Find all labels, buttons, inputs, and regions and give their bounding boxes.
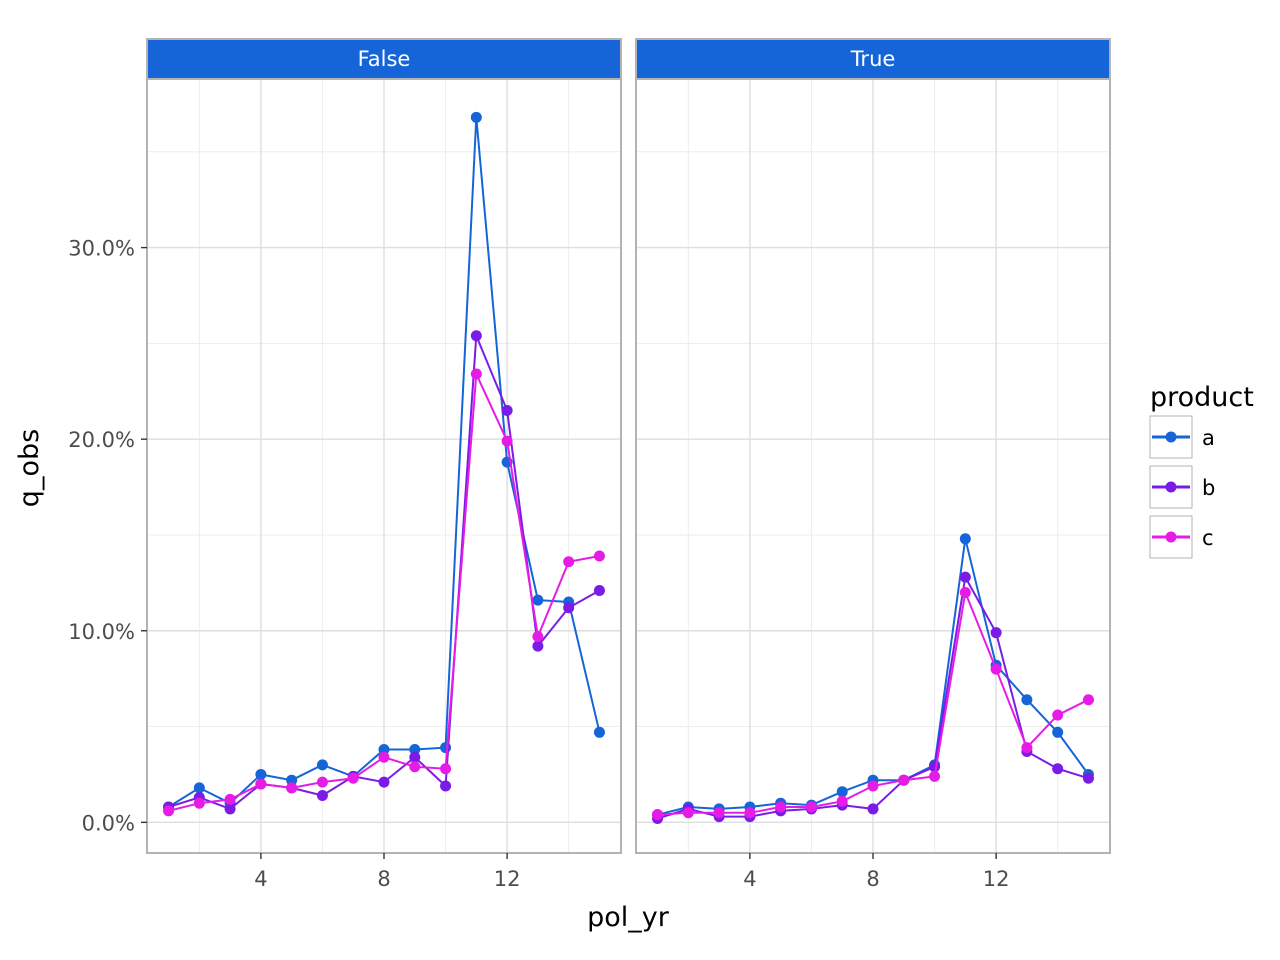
- data-point-a: [593, 726, 605, 738]
- facet-strip-label: False: [358, 47, 411, 71]
- x-tick-label: 12: [494, 867, 521, 891]
- x-axis-title: pol_yr: [587, 902, 670, 933]
- data-point-a: [409, 744, 421, 756]
- data-point-c: [929, 770, 941, 782]
- data-point-c: [990, 663, 1002, 675]
- y-tick-label: 10.0%: [68, 620, 135, 644]
- data-point-c: [713, 807, 725, 819]
- facet-strip: [146, 38, 622, 80]
- data-point-a: [255, 768, 267, 780]
- legend-item-c: c: [1149, 515, 1214, 559]
- data-point-a: [316, 759, 328, 771]
- data-point-c: [898, 774, 910, 786]
- legend-title: product: [1150, 382, 1254, 413]
- data-point-b: [563, 602, 575, 614]
- data-point-b: [1082, 772, 1094, 784]
- data-point-a: [1021, 694, 1033, 706]
- data-point-a: [532, 594, 544, 606]
- data-point-a: [378, 744, 390, 756]
- legend-key-point: [1165, 531, 1177, 543]
- data-point-c: [959, 586, 971, 598]
- data-point-a: [836, 786, 848, 798]
- data-point-c: [224, 793, 236, 805]
- legend-key-point: [1165, 431, 1177, 443]
- legend-label: a: [1202, 426, 1215, 450]
- data-point-b: [593, 585, 605, 597]
- data-point-c: [805, 801, 817, 813]
- data-point-b: [440, 780, 452, 792]
- data-point-c: [255, 778, 267, 790]
- data-point-c: [836, 795, 848, 807]
- data-point-a: [193, 782, 205, 794]
- data-point-c: [163, 805, 175, 817]
- data-point-c: [867, 780, 879, 792]
- legend: product a b c: [1149, 382, 1254, 559]
- data-point-c: [1021, 742, 1033, 754]
- data-point-c: [470, 368, 482, 380]
- legend-label: b: [1202, 476, 1215, 500]
- facet-panel-false: False 4 8 12 0.0% 10.0% 20.0% 30.0%: [68, 38, 622, 891]
- data-point-c: [501, 435, 513, 447]
- data-point-c: [593, 550, 605, 562]
- data-point-b: [470, 330, 482, 342]
- x-tick-label: 8: [377, 867, 390, 891]
- data-point-b: [990, 627, 1002, 639]
- data-point-a: [286, 774, 298, 786]
- data-point-c: [1082, 694, 1094, 706]
- x-tick-label: 4: [743, 867, 756, 891]
- data-point-c: [1052, 709, 1064, 721]
- legend-key-point: [1165, 481, 1177, 493]
- x-tick-label: 8: [866, 867, 879, 891]
- data-point-a: [1052, 726, 1064, 738]
- data-point-c: [193, 797, 205, 809]
- x-tick-label: 12: [983, 867, 1010, 891]
- y-tick-label: 20.0%: [68, 428, 135, 452]
- y-axis-title: q_obs: [14, 429, 45, 507]
- data-point-c: [409, 761, 421, 773]
- y-tick-label: 0.0%: [82, 811, 135, 835]
- x-tick-label: 4: [254, 867, 267, 891]
- facet-panel-true: True 4 8 12: [635, 38, 1111, 891]
- data-point-c: [316, 776, 328, 788]
- data-point-c: [652, 809, 664, 821]
- data-point-c: [286, 782, 298, 794]
- data-point-b: [378, 776, 390, 788]
- data-point-b: [501, 404, 513, 416]
- legend-item-b: b: [1149, 465, 1215, 509]
- data-point-b: [1052, 763, 1064, 775]
- y-tick-label: 30.0%: [68, 237, 135, 261]
- data-point-c: [440, 763, 452, 775]
- data-point-a: [959, 533, 971, 545]
- data-point-c: [744, 807, 756, 819]
- chart-panels: False 4 8 12 0.0% 10.0% 20.0% 30.0% True 4 8 12: [68, 38, 1111, 891]
- legend-label: c: [1202, 526, 1214, 550]
- data-point-c: [775, 801, 787, 813]
- legend-item-a: a: [1149, 415, 1215, 459]
- data-point-c: [378, 751, 390, 763]
- data-point-a: [470, 111, 482, 123]
- data-point-c: [682, 807, 694, 819]
- data-point-b: [959, 571, 971, 583]
- data-point-b: [224, 803, 236, 815]
- data-point-c: [532, 631, 544, 643]
- facet-strip-label: True: [850, 47, 896, 71]
- facet-strip: [635, 38, 1111, 80]
- data-point-c: [563, 556, 575, 568]
- data-point-b: [532, 640, 544, 652]
- data-point-b: [409, 751, 421, 763]
- data-point-c: [347, 772, 359, 784]
- data-point-b: [316, 790, 328, 802]
- data-point-b: [867, 803, 879, 815]
